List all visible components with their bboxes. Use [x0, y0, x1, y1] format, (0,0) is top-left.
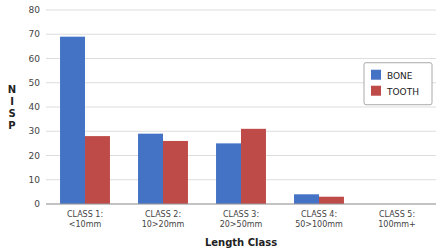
- y-tick-label: 70: [29, 29, 41, 39]
- grid-line: [46, 58, 436, 59]
- bar: [85, 136, 110, 204]
- bar: [294, 194, 319, 204]
- legend-label: BONE: [387, 71, 413, 81]
- y-tick-label: 30: [29, 126, 41, 136]
- legend-swatch: [371, 86, 381, 96]
- x-tick-label: CLASS 1:<10mm: [67, 210, 103, 229]
- y-tick-label: 80: [29, 5, 41, 15]
- bar: [216, 143, 241, 204]
- y-tick-label: 0: [34, 199, 40, 209]
- x-axis-line: [46, 204, 436, 205]
- y-tick-label: 50: [29, 78, 41, 88]
- grid-line: [46, 10, 436, 11]
- x-tick-label: CLASS 2:10>20mm: [142, 210, 185, 229]
- legend-box: [364, 63, 432, 105]
- x-tick-label: CLASS 3:20>50mm: [220, 210, 263, 229]
- legend-swatch: [371, 70, 381, 80]
- y-tick-label: 60: [29, 54, 41, 64]
- grid-line: [46, 204, 436, 205]
- grid: [46, 10, 436, 204]
- y-axis-label: NISP: [8, 84, 16, 131]
- y-tick-label: 20: [29, 151, 41, 161]
- bar: [60, 37, 85, 204]
- x-tick-label: CLASS 4:50>100mm: [295, 210, 343, 229]
- x-axis-label: Length Class: [205, 237, 277, 248]
- bar: [138, 134, 163, 204]
- legend-label: TOOTH: [386, 87, 419, 97]
- y-tick-label: 40: [29, 102, 41, 112]
- grid-line: [46, 34, 436, 35]
- chart: 0 10 20 30 40 50 60 70 80 CLASS 1:<10mm CLASS 2:10…: [0, 0, 446, 252]
- y-tick-label: 10: [29, 175, 41, 185]
- bar: [241, 129, 266, 204]
- bar: [319, 197, 344, 204]
- x-tick-label: CLASS 5:100mm+: [378, 210, 416, 229]
- bar: [163, 141, 188, 204]
- legend: BONE TOOTH: [364, 63, 432, 105]
- grid-line: [46, 107, 436, 108]
